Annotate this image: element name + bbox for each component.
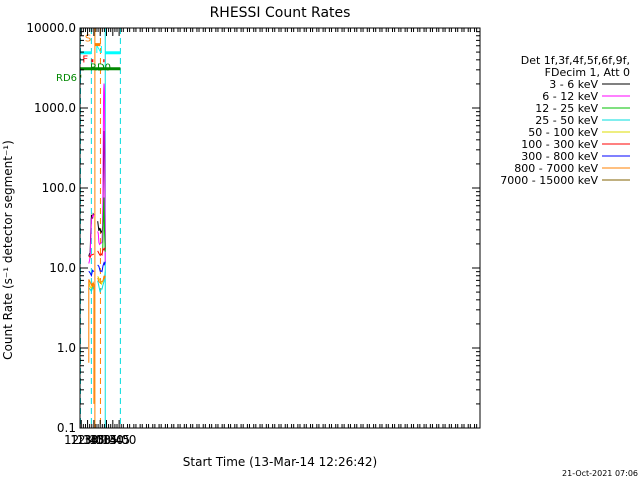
legend-entry-label: 12 - 25 keV xyxy=(535,102,598,115)
legend: Det 1f,3f,4f,5f,6f,9f,FDecim 1, Att 03 -… xyxy=(500,54,630,187)
series-line xyxy=(97,83,106,262)
x-axis-label: Start Time (13-Mar-14 12:26:42) xyxy=(183,455,377,469)
y-axis-label: Count Rate (s⁻¹ detector segment⁻¹) xyxy=(1,140,15,360)
legend-entry-label: 25 - 50 keV xyxy=(535,114,598,127)
legend-entry-label: 300 - 800 keV xyxy=(521,150,598,163)
series-line xyxy=(97,275,106,284)
y-tick-label: 10000.0 xyxy=(26,21,76,35)
series-line xyxy=(97,261,106,273)
flag-label: N xyxy=(95,45,102,56)
chart-title: RHESSI Count Rates xyxy=(210,5,351,21)
series-group xyxy=(88,275,106,404)
series-line xyxy=(97,247,106,257)
x-tick-label: 13:30 xyxy=(89,433,124,447)
series-line xyxy=(88,269,95,278)
x-tick-label: 12:45 xyxy=(70,433,105,447)
series-group xyxy=(102,197,106,252)
series-group xyxy=(88,247,106,259)
flag-label: RD0 xyxy=(90,63,111,74)
legend-entry-label: 7000 - 15000 keV xyxy=(500,174,598,187)
x-tick-label: 13:00 xyxy=(77,433,112,447)
flag-label: F xyxy=(82,55,88,66)
plot-frame xyxy=(79,27,481,429)
x-tick-label: 13:15 xyxy=(83,433,118,447)
series-line xyxy=(88,214,95,264)
legend-header: FDecim 1, Att 0 xyxy=(545,66,630,79)
vertical-markers xyxy=(80,28,121,428)
legend-entry-label: 100 - 300 keV xyxy=(521,138,598,151)
series-line xyxy=(88,279,95,404)
series-line xyxy=(88,253,95,259)
y-tick-label: 100.0 xyxy=(42,181,76,195)
y-tick-label: 10.0 xyxy=(49,261,76,275)
flag-label: S xyxy=(85,34,91,45)
legend-entry-label: 6 - 12 keV xyxy=(542,90,598,103)
series-line xyxy=(88,284,95,293)
series-line xyxy=(102,197,106,252)
legend-entry-label: 50 - 100 keV xyxy=(528,126,598,139)
y-axis: 0.1 1.0 10.0 100.0 1000.0 10000.0 xyxy=(26,21,480,435)
x-tick-label: 14:00 xyxy=(102,433,137,447)
data-series xyxy=(88,83,106,404)
y-tick-label: 0.1 xyxy=(57,421,76,435)
flag-label: RD6 xyxy=(56,73,77,84)
legend-entry-label: 3 - 6 keV xyxy=(549,78,598,91)
legend-entry-label: 800 - 7000 keV xyxy=(514,162,598,175)
footer-timestamp: 21-Oct-2021 07:06 xyxy=(562,469,638,478)
series-group xyxy=(88,261,106,278)
y-tick-label: 1.0 xyxy=(57,341,76,355)
y-tick-label: 1000.0 xyxy=(34,101,76,115)
x-tick-label: 13:45 xyxy=(96,433,131,447)
legend-header: Det 1f,3f,4f,5f,6f,9f, xyxy=(521,54,630,67)
x-tick-label: 12:30 xyxy=(64,433,99,447)
